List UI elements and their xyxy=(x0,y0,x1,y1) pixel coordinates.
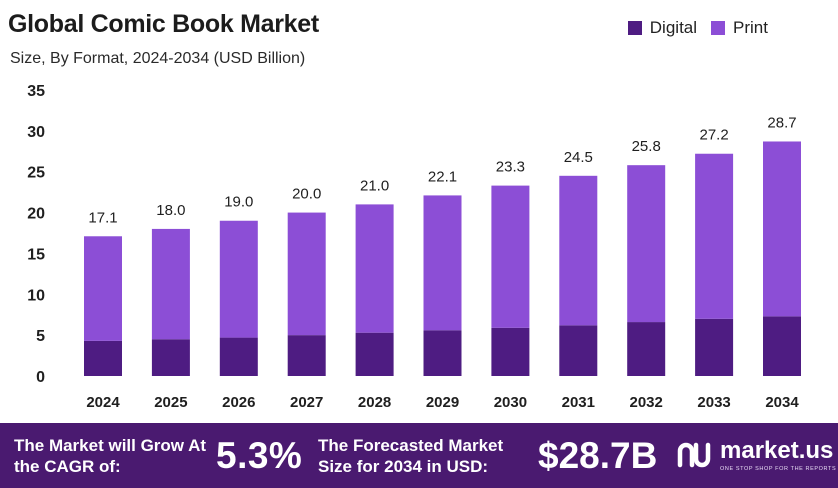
bar-total-label: 22.1 xyxy=(428,168,457,185)
bar-digital-2034 xyxy=(763,316,801,376)
bar-digital-2027 xyxy=(287,335,326,376)
bar-total-label: 17.1 xyxy=(88,209,117,226)
y-tick-label: 35 xyxy=(27,83,45,100)
bar-digital-2024 xyxy=(84,340,122,376)
bar-total-label: 18.0 xyxy=(156,202,185,219)
chart-legend: Digital Print xyxy=(627,18,768,38)
forecast-text: The Forecasted Market Size for 2034 in U… xyxy=(318,436,504,476)
cagr-text: The Market will Grow At the CAGR of: xyxy=(14,436,207,476)
x-tick-label: 2032 xyxy=(630,394,663,411)
stacked-bar-chart: 0510152025303517.1202418.0202519.0202620… xyxy=(27,83,801,411)
bar-print-2032 xyxy=(627,165,666,323)
bar-digital-2025 xyxy=(151,339,190,376)
x-tick-label: 2027 xyxy=(290,394,323,411)
x-tick-label: 2034 xyxy=(765,394,799,411)
x-tick-label: 2028 xyxy=(358,394,391,411)
y-tick-label: 30 xyxy=(27,124,45,141)
bar-print-2034 xyxy=(763,141,801,317)
bar-print-2030 xyxy=(491,185,530,328)
bar-total-label: 24.5 xyxy=(564,149,593,166)
forecast-value: $28.7B xyxy=(538,435,658,476)
cagr-value: 5.3% xyxy=(216,435,303,476)
y-tick-label: 5 xyxy=(36,328,45,345)
bar-total-label: 28.7 xyxy=(767,114,796,131)
bar-print-2029 xyxy=(423,195,462,331)
bar-print-2025 xyxy=(151,228,190,340)
bar-total-label: 21.0 xyxy=(360,177,389,194)
x-tick-label: 2026 xyxy=(222,394,255,411)
bar-print-2027 xyxy=(287,212,326,336)
bar-total-label: 25.8 xyxy=(632,138,661,155)
bar-digital-2029 xyxy=(423,330,462,376)
bar-total-label: 19.0 xyxy=(224,194,253,211)
brand-name: market.us xyxy=(720,437,834,464)
bar-digital-2028 xyxy=(355,332,394,376)
y-tick-label: 10 xyxy=(27,287,45,304)
legend-label-print: Print xyxy=(733,18,768,37)
x-tick-label: 2029 xyxy=(426,394,459,411)
bar-print-2026 xyxy=(219,220,258,338)
y-tick-label: 25 xyxy=(27,165,45,182)
bar-digital-2026 xyxy=(219,337,258,376)
legend-swatch-digital xyxy=(627,21,642,35)
x-tick-label: 2025 xyxy=(154,394,187,411)
bar-total-label: 27.2 xyxy=(699,127,728,144)
y-tick-label: 15 xyxy=(27,246,45,263)
y-tick-label: 20 xyxy=(27,206,45,223)
chart-subtitle: Size, By Format, 2024-2034 (USD Billion) xyxy=(10,50,306,67)
bar-total-label: 20.0 xyxy=(292,186,321,203)
chart-title: Global Comic Book Market xyxy=(8,10,319,38)
x-tick-label: 2031 xyxy=(562,394,595,411)
bar-total-label: 23.3 xyxy=(496,159,525,176)
bar-print-2031 xyxy=(559,175,598,326)
bar-print-2028 xyxy=(355,204,394,333)
bar-digital-2030 xyxy=(491,327,530,376)
market-us-logo-icon xyxy=(677,442,711,468)
legend-item-print: Print xyxy=(711,18,768,38)
brand-logo: market.us ONE STOP SHOP FOR THE REPORTS xyxy=(676,437,836,477)
bar-digital-2031 xyxy=(559,325,598,376)
bar-print-2033 xyxy=(695,153,734,319)
bar-digital-2032 xyxy=(627,322,666,376)
legend-label-digital: Digital xyxy=(649,18,698,37)
legend-swatch-print xyxy=(711,21,726,35)
brand-tagline: ONE STOP SHOP FOR THE REPORTS xyxy=(720,466,837,472)
x-tick-label: 2024 xyxy=(86,394,120,411)
footer-banner: The Market will Grow At the CAGR of: 5.3… xyxy=(0,423,838,488)
y-tick-label: 0 xyxy=(36,369,45,386)
x-tick-label: 2033 xyxy=(697,394,730,411)
legend-item-digital: Digital xyxy=(627,18,698,38)
x-tick-label: 2030 xyxy=(494,394,527,411)
bar-print-2024 xyxy=(84,236,122,341)
bar-digital-2033 xyxy=(695,318,734,376)
